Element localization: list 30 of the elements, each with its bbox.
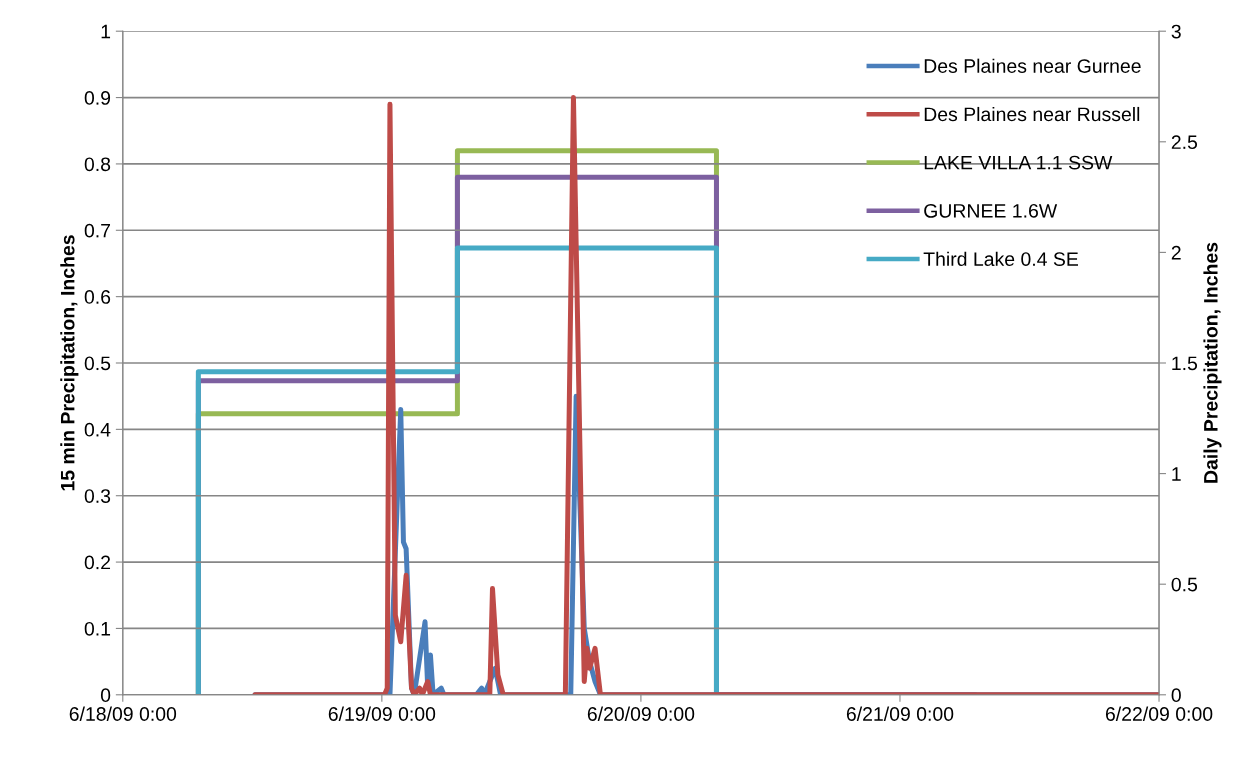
y-tick-label: 0.3 — [84, 489, 111, 503]
legend-label: Third Lake 0.4 SE — [923, 251, 1079, 266]
y-tick-label: 0.6 — [84, 290, 111, 304]
legend-label: GURNEE 1.6W — [924, 203, 1058, 218]
y-tick-label: 0.8 — [84, 157, 111, 172]
y-tick-label: 0.2 — [84, 555, 111, 570]
y-tick-label: 0.9 — [84, 91, 111, 105]
x-tick-label: 6/22/09 0:00 — [1105, 706, 1213, 721]
y-axis-title: 15 min Precipitation, Inches — [60, 235, 79, 491]
y-tick-label: 0.4 — [84, 422, 111, 437]
y-tick-label: 0.1 — [84, 621, 111, 636]
y2-axis-title: Daily Precipitation, Inches — [1203, 242, 1222, 483]
legend-label: Des Plaines near Gurnee — [924, 58, 1141, 73]
y2-tick-label: 1 — [1172, 467, 1181, 481]
y2-tick-label: 0.5 — [1171, 577, 1198, 592]
x-tick-label: 6/18/09 0:00 — [69, 706, 177, 721]
y-tick-label: 0 — [100, 688, 111, 703]
legend-label: Des Plaines near Russell — [924, 106, 1140, 122]
y2-tick-label: 1.5 — [1172, 356, 1198, 371]
x-tick-label: 6/21/09 0:00 — [846, 706, 954, 721]
y2-tick-label: 2.5 — [1171, 135, 1198, 150]
y2-tick-label: 0 — [1171, 688, 1181, 703]
y2-tick-label: 3 — [1171, 24, 1181, 39]
y2-tick-label: 2 — [1171, 245, 1181, 260]
x-tick-label: 6/19/09 0:00 — [328, 706, 436, 721]
y-tick-label: 0.7 — [84, 223, 111, 238]
y-tick-label: 1 — [101, 24, 111, 39]
y-tick-label: 0.5 — [84, 356, 111, 371]
legend-label: LAKE VILLA 1.1 SSW — [924, 155, 1113, 170]
x-tick-label: 6/20/09 0:00 — [587, 706, 695, 721]
